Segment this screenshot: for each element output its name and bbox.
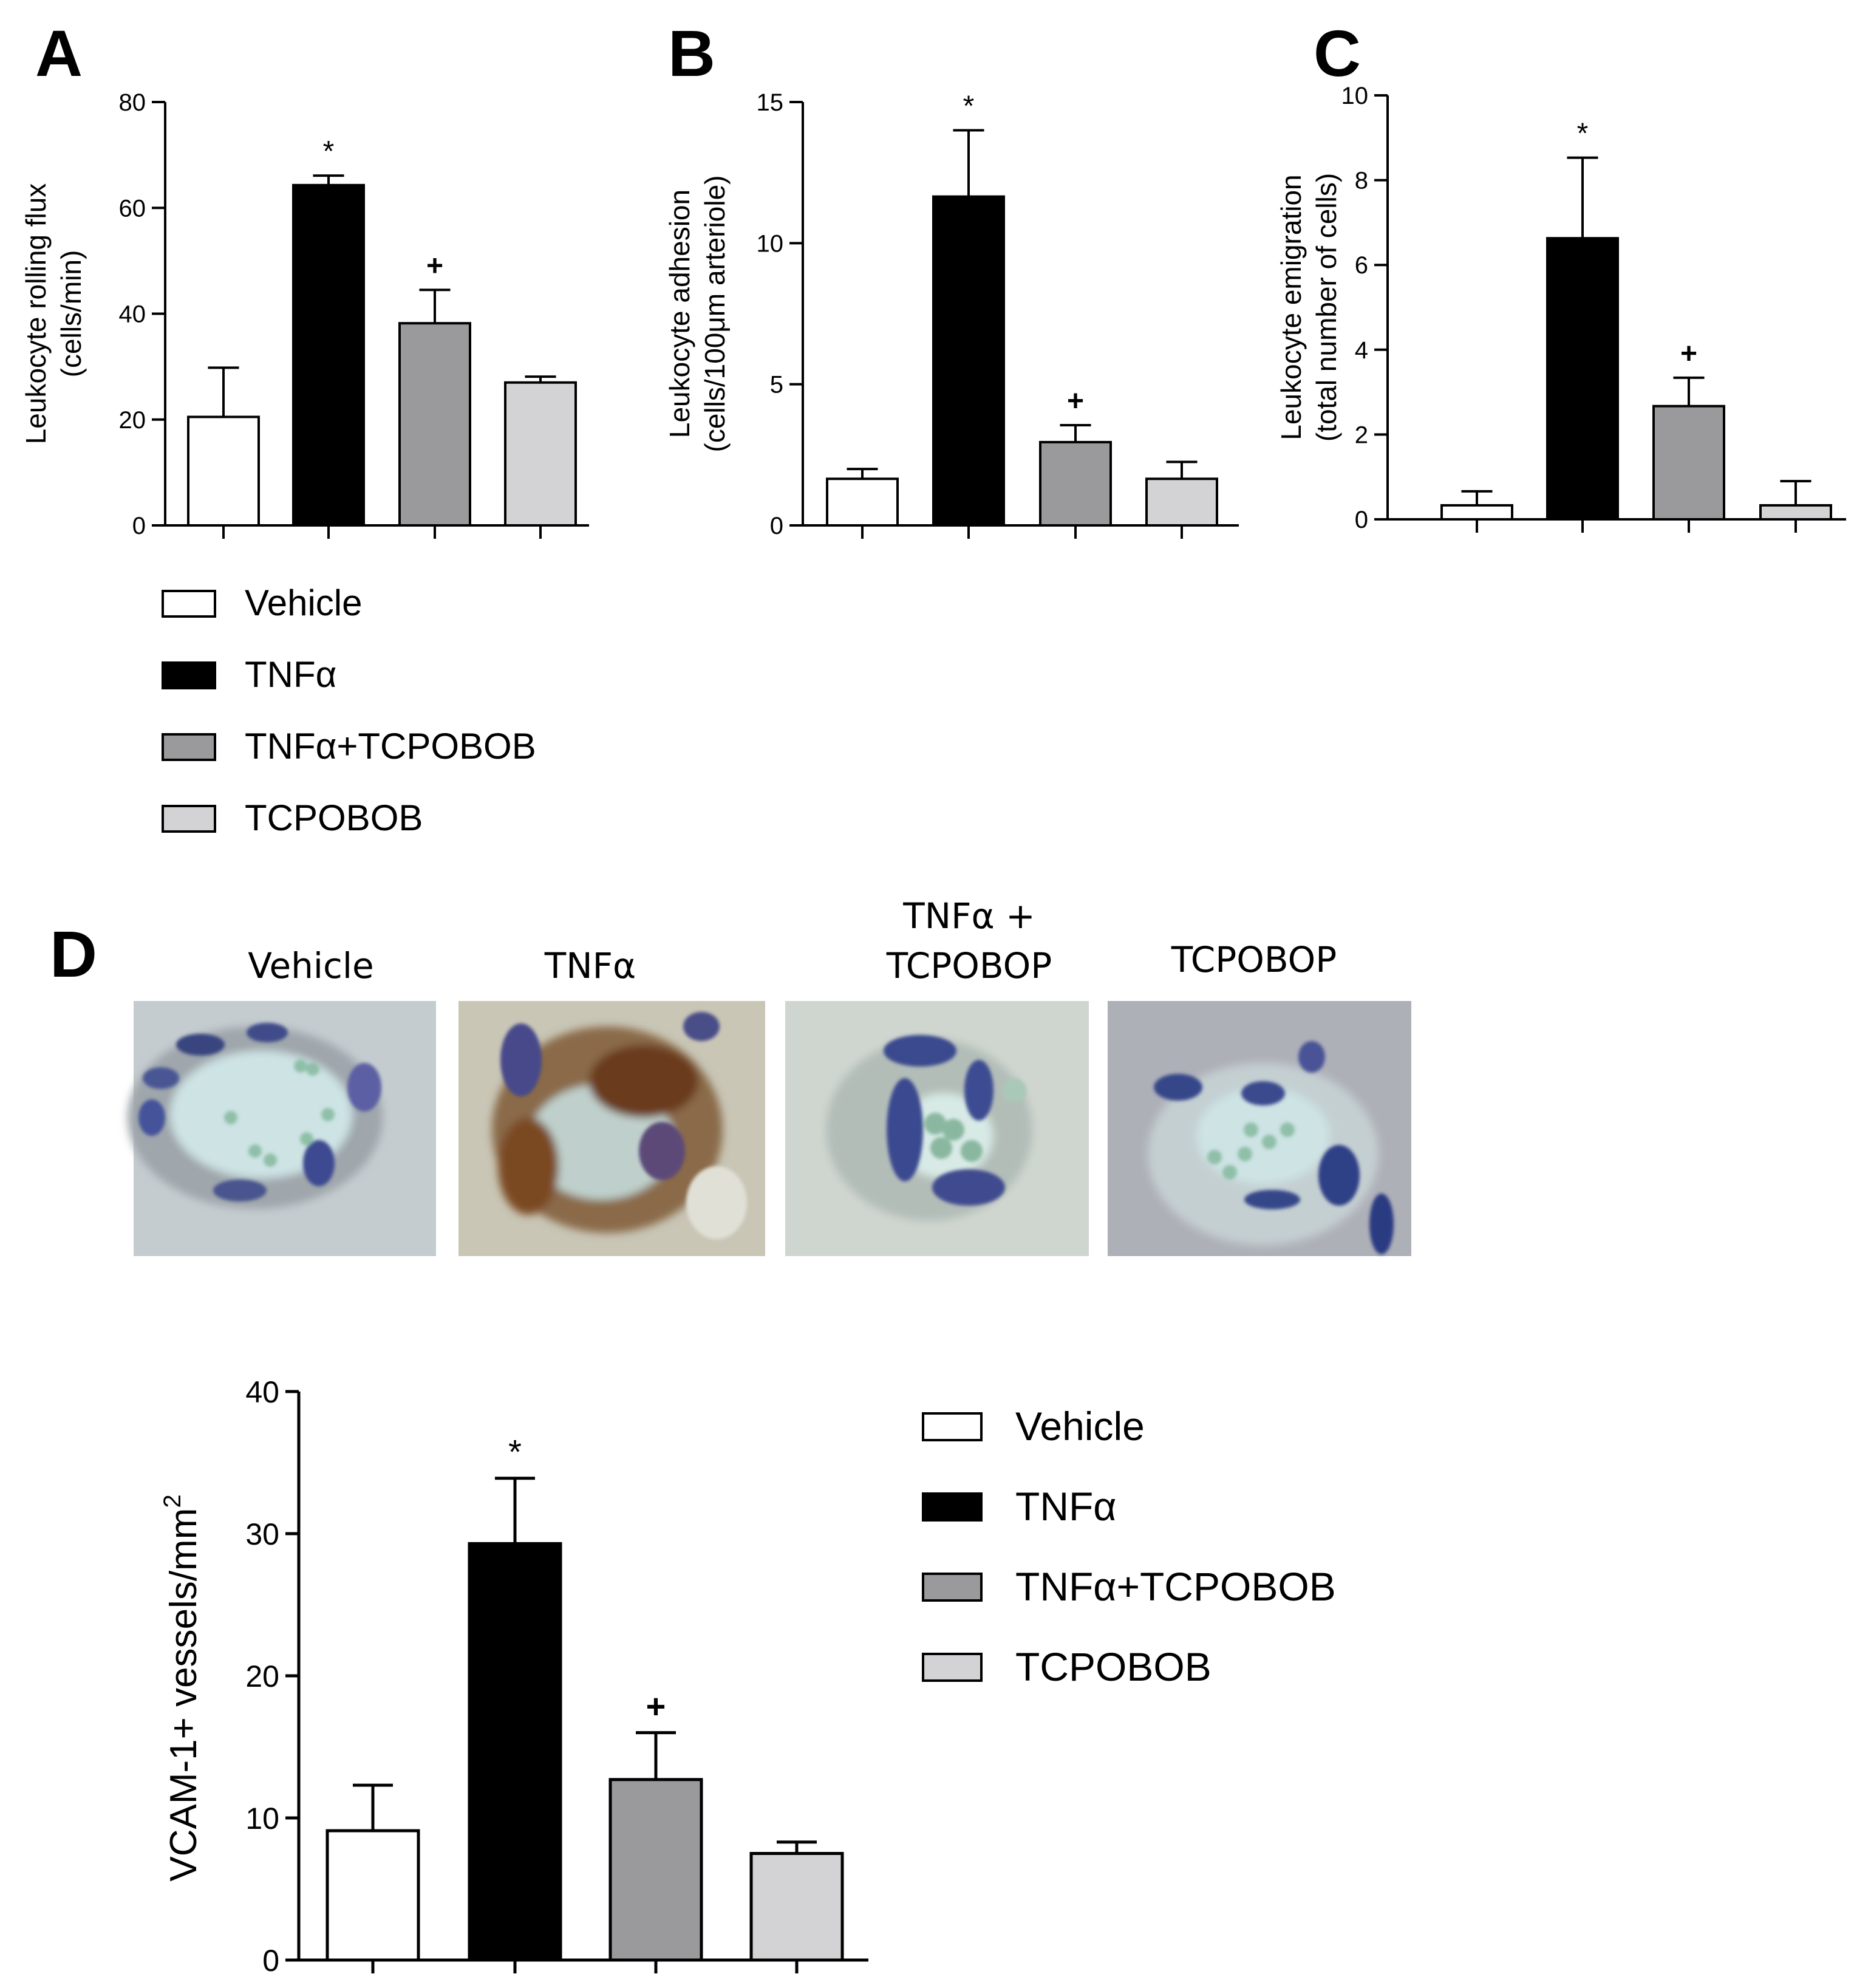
chart-d: 0 10 20 30 40 * + VCAM-1+ vessels/mm2 — [159, 1375, 868, 1978]
legend-label: TNFα — [245, 654, 336, 695]
legend-label: Vehicle — [245, 582, 362, 623]
y-tick-label: 5 — [770, 372, 783, 398]
micrograph-title: TNFα — [544, 945, 636, 986]
y-axis-label: Leukocyte adhesion — [664, 190, 695, 438]
y-tick-label: 20 — [245, 1659, 279, 1693]
legend-swatch — [922, 1653, 983, 1682]
legend-top: Vehicle TNFα TNFα+TCPOBOB TCPOBOB — [162, 582, 536, 838]
chart-b: 0 5 10 15 * + Leukocyte adhesion (cells/100μm a… — [664, 89, 1239, 539]
micrograph-title: TCPOBOP — [886, 945, 1052, 986]
y-tick-label: 10 — [757, 230, 784, 257]
legend-swatch — [162, 805, 216, 833]
bar-0 — [325, 1829, 420, 1962]
micrograph-titles: Vehicle TNFα TNFα + TCPOBOP TCPOBOP — [248, 895, 1337, 986]
y-tick-label: 0 — [770, 513, 783, 539]
chart-a: 0 20 40 60 80 * + Leukocyte rolling flux (cells/… — [20, 89, 589, 539]
bar-2 — [1039, 440, 1112, 527]
y-axis-label-superscript: 2 — [159, 1494, 186, 1508]
bar-1 — [1546, 237, 1619, 521]
significance-marker: + — [426, 250, 443, 282]
bar-2 — [1652, 405, 1725, 521]
micrograph-tnfa — [458, 1001, 765, 1256]
legend-swatch — [922, 1412, 983, 1441]
bar-0 — [1440, 504, 1513, 521]
y-tick-label: 15 — [757, 89, 784, 116]
chart-c: 0 2 4 6 8 10 * + Leukocyte emigration (total numb… — [1275, 83, 1846, 533]
y-axis-label: (cells/100μm arteriole) — [699, 176, 731, 453]
legend-label: TNFα+TCPOBOB — [245, 726, 536, 767]
significance-marker: * — [1577, 118, 1589, 150]
y-axis-label: Leukocyte rolling flux — [20, 183, 52, 445]
y-tick-label: 40 — [119, 301, 146, 328]
significance-marker: * — [508, 1433, 522, 1471]
bar-0 — [826, 477, 899, 527]
panel-label-b: B — [668, 16, 715, 90]
significance-marker: + — [646, 1687, 666, 1726]
y-axis-label: (cells/min) — [55, 250, 87, 378]
y-tick-label: 60 — [119, 195, 146, 222]
legend-label: TNFα+TCPOBOB — [1015, 1564, 1336, 1609]
legend-swatch — [162, 590, 216, 618]
y-axis-label: Leukocyte emigration — [1275, 174, 1307, 440]
legend-swatch — [162, 661, 216, 689]
y-tick-label: 2 — [1355, 422, 1368, 448]
micrograph-tcpobop — [1108, 1001, 1411, 1256]
bar-1 — [932, 195, 1005, 527]
y-tick-label: 4 — [1355, 337, 1368, 364]
legend-label: Vehicle — [1015, 1404, 1145, 1449]
significance-marker: + — [1067, 385, 1084, 417]
bar-1 — [292, 183, 365, 527]
bar-0 — [187, 415, 260, 527]
panel-label-c: C — [1314, 16, 1361, 90]
panel-label-a: A — [35, 16, 83, 90]
micrograph-title: TNFα + — [902, 895, 1035, 937]
bar-2 — [608, 1778, 703, 1962]
legend-label: TNFα — [1015, 1484, 1116, 1529]
legend-label: TCPOBOB — [1015, 1644, 1212, 1689]
bar-3 — [1759, 504, 1832, 521]
y-tick-label: 6 — [1355, 252, 1368, 279]
y-tick-label: 40 — [245, 1375, 279, 1409]
y-tick-label: 0 — [262, 1944, 279, 1978]
micrograph-vehicle — [128, 1001, 436, 1256]
y-tick-label: 80 — [119, 89, 146, 116]
panel-label-d: D — [50, 917, 97, 991]
legend-bottom: Vehicle TNFα TNFα+TCPOBOB TCPOBOB — [922, 1404, 1336, 1689]
y-tick-label: 20 — [119, 407, 146, 434]
micrograph-title: TCPOBOP — [1171, 939, 1337, 980]
y-tick-label: 10 — [1341, 83, 1369, 109]
bar-3 — [749, 1852, 844, 1962]
bar-3 — [504, 381, 577, 527]
bar-3 — [1145, 477, 1218, 527]
significance-marker: * — [323, 135, 335, 168]
legend-swatch — [922, 1492, 983, 1522]
significance-marker: + — [1680, 338, 1697, 370]
y-axis-label: (total number of cells) — [1310, 173, 1342, 442]
y-tick-label: 0 — [132, 513, 146, 539]
y-tick-label: 0 — [1355, 507, 1368, 533]
legend-label: TCPOBOB — [245, 798, 423, 838]
y-axis-label: VCAM-1+ vessels/mm2 — [159, 1494, 205, 1881]
micrograph-title: Vehicle — [248, 945, 373, 986]
micrograph-tnfa-tcpobop — [785, 1001, 1089, 1256]
legend-swatch — [162, 733, 216, 761]
legend-swatch — [922, 1573, 983, 1602]
y-tick-label: 30 — [245, 1517, 279, 1551]
bar-1 — [468, 1542, 562, 1962]
y-tick-label: 10 — [245, 1802, 279, 1836]
y-tick-label: 8 — [1355, 168, 1368, 194]
bar-2 — [398, 322, 471, 527]
significance-marker: * — [963, 90, 975, 122]
